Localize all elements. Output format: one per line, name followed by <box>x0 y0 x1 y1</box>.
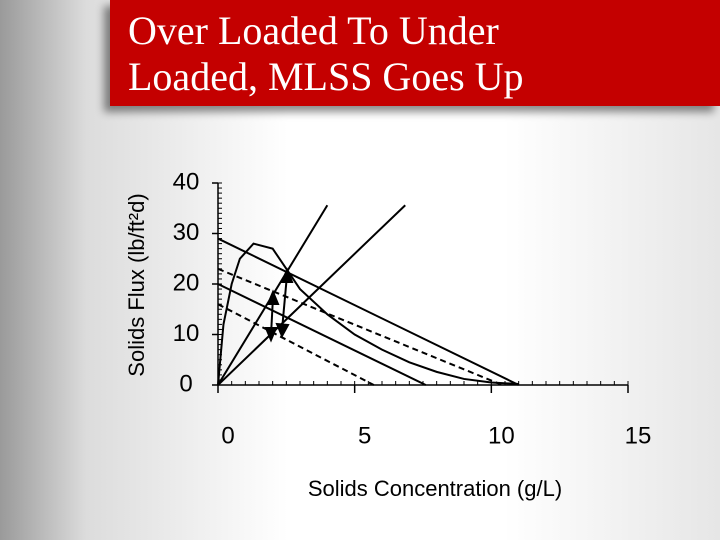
y-axis-label: Solids Flux (lb/ft²d) <box>124 193 149 376</box>
x-tick-label: 5 <box>358 422 371 449</box>
chart-title: Over Loaded To Under Loaded, MLSS Goes U… <box>128 8 524 99</box>
data-line <box>217 242 519 386</box>
data-line <box>217 237 520 386</box>
data-line <box>217 204 329 386</box>
y-tick-label: 0 <box>179 370 192 397</box>
y-tick-label: 40 <box>173 168 200 195</box>
x-axis-label: Solids Concentration (g/L) <box>308 476 562 501</box>
x-tick-label: 15 <box>625 422 652 449</box>
y-tick-label: 10 <box>173 320 200 347</box>
x-tick-label: 0 <box>221 422 234 449</box>
arrow <box>264 267 294 343</box>
title-box <box>110 0 720 106</box>
data-line <box>217 204 406 386</box>
data-line <box>217 267 503 386</box>
y-tick-label: 30 <box>173 219 200 246</box>
data-line <box>217 283 427 386</box>
y-tick-label: 20 <box>173 269 200 296</box>
data-line <box>217 303 375 386</box>
x-tick-label: 10 <box>488 422 515 449</box>
